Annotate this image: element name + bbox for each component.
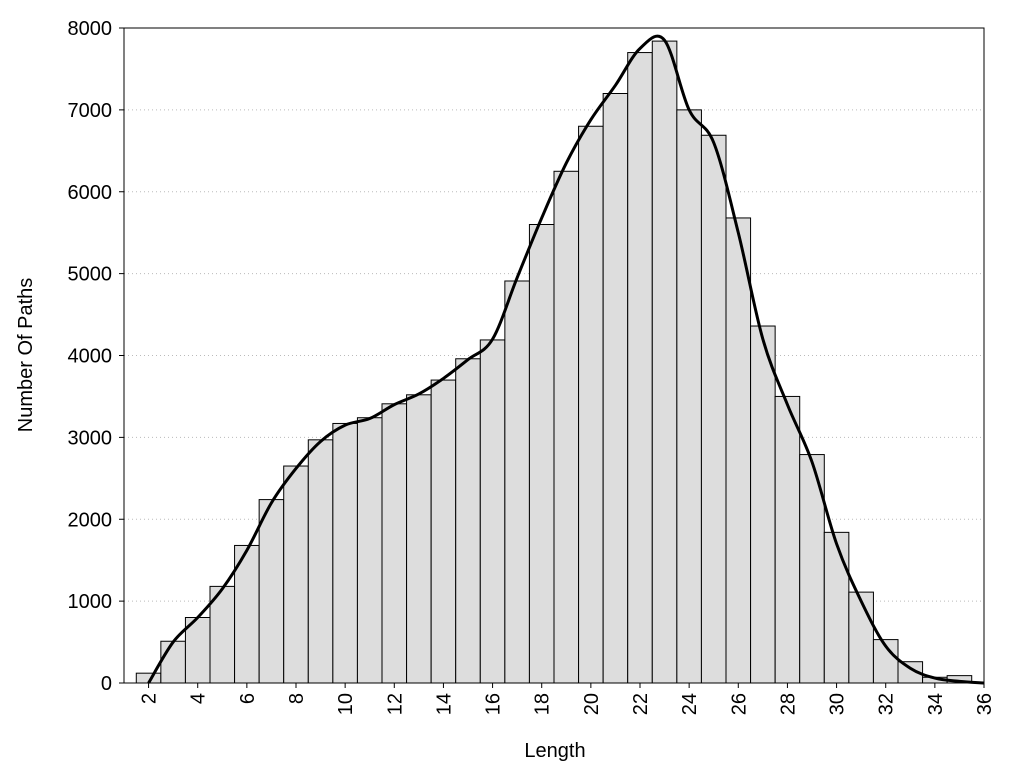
bar	[184, 617, 211, 684]
bar	[258, 499, 285, 684]
bar	[676, 109, 702, 684]
bar	[602, 93, 629, 684]
bar	[283, 465, 309, 684]
y-tick-label: 7000	[68, 100, 113, 122]
bar	[578, 125, 604, 684]
bar	[872, 639, 899, 684]
bar	[750, 325, 776, 684]
bar	[823, 531, 850, 684]
y-tick-label: 8000	[68, 18, 113, 40]
bar	[774, 395, 801, 684]
x-tick-label: 32	[876, 693, 898, 715]
bar	[627, 52, 653, 684]
bar	[553, 170, 580, 684]
x-tick-label: 26	[728, 693, 750, 715]
x-tick-label: 6	[237, 693, 259, 704]
x-axis-label: Length	[524, 740, 585, 762]
x-tick-label: 30	[827, 693, 849, 715]
bar	[430, 379, 457, 684]
x-tick-label: 28	[777, 693, 799, 715]
bar	[356, 417, 383, 684]
x-tick-label: 4	[188, 693, 210, 704]
bar	[332, 422, 358, 684]
bar	[209, 585, 236, 684]
density-line	[147, 34, 985, 685]
bar	[381, 403, 408, 684]
x-tick-label: 36	[974, 693, 996, 715]
bar	[406, 394, 432, 684]
x-tick-label: 12	[384, 693, 406, 715]
bar	[160, 640, 186, 684]
x-tick-label: 22	[630, 693, 652, 715]
bar	[725, 217, 752, 684]
y-axis-label: Number Of Paths	[15, 278, 37, 433]
bar	[455, 358, 481, 684]
bar	[528, 224, 555, 684]
y-tick-label: 5000	[68, 264, 113, 286]
y-tick-label: 1000	[68, 591, 113, 613]
y-tick-label: 3000	[68, 427, 113, 449]
bar	[700, 134, 727, 684]
x-tick-label: 10	[335, 693, 357, 715]
plot-frame	[123, 27, 985, 684]
x-tick-label: 8	[286, 693, 308, 704]
y-tick-label: 6000	[68, 182, 113, 204]
x-tick-label: 2	[139, 693, 161, 704]
x-tick-label: 16	[483, 693, 505, 715]
bar	[651, 40, 678, 684]
x-tick-label: 20	[581, 693, 603, 715]
x-tick-label: 14	[433, 693, 455, 715]
y-tick-label: 2000	[68, 509, 113, 531]
bar	[504, 280, 530, 684]
bar	[848, 591, 874, 684]
x-tick-label: 34	[925, 693, 947, 715]
x-tick-label: 24	[679, 693, 701, 715]
bar	[479, 339, 506, 684]
x-tick-label: 18	[532, 693, 554, 715]
bar	[307, 439, 334, 684]
y-tick-label: 4000	[68, 346, 113, 368]
y-tick-label: 0	[101, 673, 112, 695]
